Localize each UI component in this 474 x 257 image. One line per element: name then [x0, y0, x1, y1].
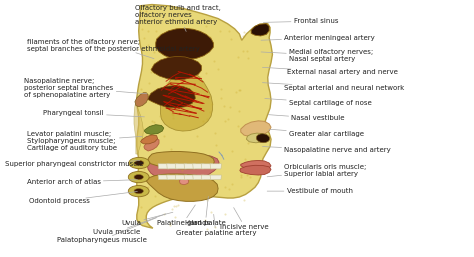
Polygon shape	[246, 133, 266, 143]
Polygon shape	[201, 175, 213, 180]
Circle shape	[134, 189, 143, 194]
Text: Uvula: Uvula	[121, 212, 173, 226]
Polygon shape	[167, 164, 178, 169]
Polygon shape	[147, 154, 219, 181]
Polygon shape	[141, 135, 157, 144]
Text: Uvula muscle: Uvula muscle	[93, 214, 166, 235]
Polygon shape	[193, 164, 204, 169]
Polygon shape	[134, 103, 144, 154]
Polygon shape	[179, 178, 189, 185]
Text: Greater alar cartilage: Greater alar cartilage	[269, 129, 364, 137]
Text: Incisive nerve: Incisive nerve	[220, 208, 269, 230]
Text: filaments of the olfactory nerve;
septal branches of the posterior ethmoidal art: filaments of the olfactory nerve; septal…	[27, 39, 200, 59]
Text: Anterior meningeal artery: Anterior meningeal artery	[261, 35, 375, 41]
Polygon shape	[156, 28, 213, 59]
Polygon shape	[144, 139, 159, 151]
Polygon shape	[147, 86, 195, 108]
Text: Frontal sinus: Frontal sinus	[264, 18, 338, 24]
Polygon shape	[160, 70, 212, 131]
Text: Nasopalatine nerve and artery: Nasopalatine nerve and artery	[263, 146, 391, 153]
Circle shape	[129, 157, 150, 169]
Text: Orbicularis oris muscle;
Superior labial artery: Orbicularis oris muscle; Superior labial…	[267, 164, 366, 177]
Polygon shape	[146, 174, 218, 201]
Text: Anterior arch of atlas: Anterior arch of atlas	[27, 179, 137, 185]
Text: Hard palate: Hard palate	[185, 196, 226, 226]
Polygon shape	[241, 160, 271, 171]
Text: Septal cartilage of nose: Septal cartilage of nose	[265, 98, 372, 106]
Text: Palatine glands: Palatine glands	[156, 205, 210, 226]
Text: Medial olfactory nerves;
Nasal septal artery: Medial olfactory nerves; Nasal septal ar…	[261, 49, 373, 62]
Polygon shape	[210, 175, 221, 180]
Polygon shape	[184, 164, 195, 169]
Polygon shape	[137, 5, 273, 228]
Text: Nasopalatine nerve;
posterior septal branches
of sphenopalatine artery: Nasopalatine nerve; posterior septal bra…	[24, 78, 147, 98]
Polygon shape	[167, 175, 178, 180]
Text: External nasal artery and nerve: External nasal artery and nerve	[263, 67, 398, 75]
Circle shape	[134, 175, 143, 180]
Polygon shape	[240, 165, 271, 175]
Text: Olfactory bulb and tract,
olfactory nerves
anterior ethmoid artery: Olfactory bulb and tract, olfactory nerv…	[136, 5, 221, 31]
Circle shape	[128, 171, 149, 183]
Polygon shape	[158, 175, 169, 180]
Text: Odontoid process: Odontoid process	[29, 191, 137, 204]
Polygon shape	[201, 164, 213, 169]
Text: Palatopharyngeus muscle: Palatopharyngeus muscle	[57, 218, 156, 243]
Ellipse shape	[256, 134, 270, 143]
Polygon shape	[175, 175, 187, 180]
Polygon shape	[193, 175, 204, 180]
Polygon shape	[151, 57, 201, 80]
Polygon shape	[135, 93, 148, 107]
Polygon shape	[241, 121, 271, 137]
Text: Vestibule of mouth: Vestibule of mouth	[267, 188, 353, 194]
Polygon shape	[251, 24, 269, 36]
Text: Greater palatine artery: Greater palatine artery	[175, 214, 256, 236]
Circle shape	[128, 186, 149, 197]
Circle shape	[135, 160, 144, 166]
Text: Superior pharyngeal constrictor muscle: Superior pharyngeal constrictor muscle	[5, 161, 144, 167]
Polygon shape	[148, 152, 214, 169]
Text: Septal arterial and neural network: Septal arterial and neural network	[263, 83, 404, 91]
Text: Nasal vestibule: Nasal vestibule	[268, 115, 345, 121]
Polygon shape	[184, 175, 195, 180]
Polygon shape	[175, 164, 187, 169]
Text: Pharyngeal tonsil: Pharyngeal tonsil	[43, 110, 145, 117]
Text: Levator palatini muscle;
Stylopharyngeus muscle;
Cartilage of auditory tube: Levator palatini muscle; Stylopharyngeus…	[27, 131, 142, 151]
Polygon shape	[158, 164, 169, 169]
Polygon shape	[145, 125, 164, 134]
Polygon shape	[210, 164, 221, 169]
